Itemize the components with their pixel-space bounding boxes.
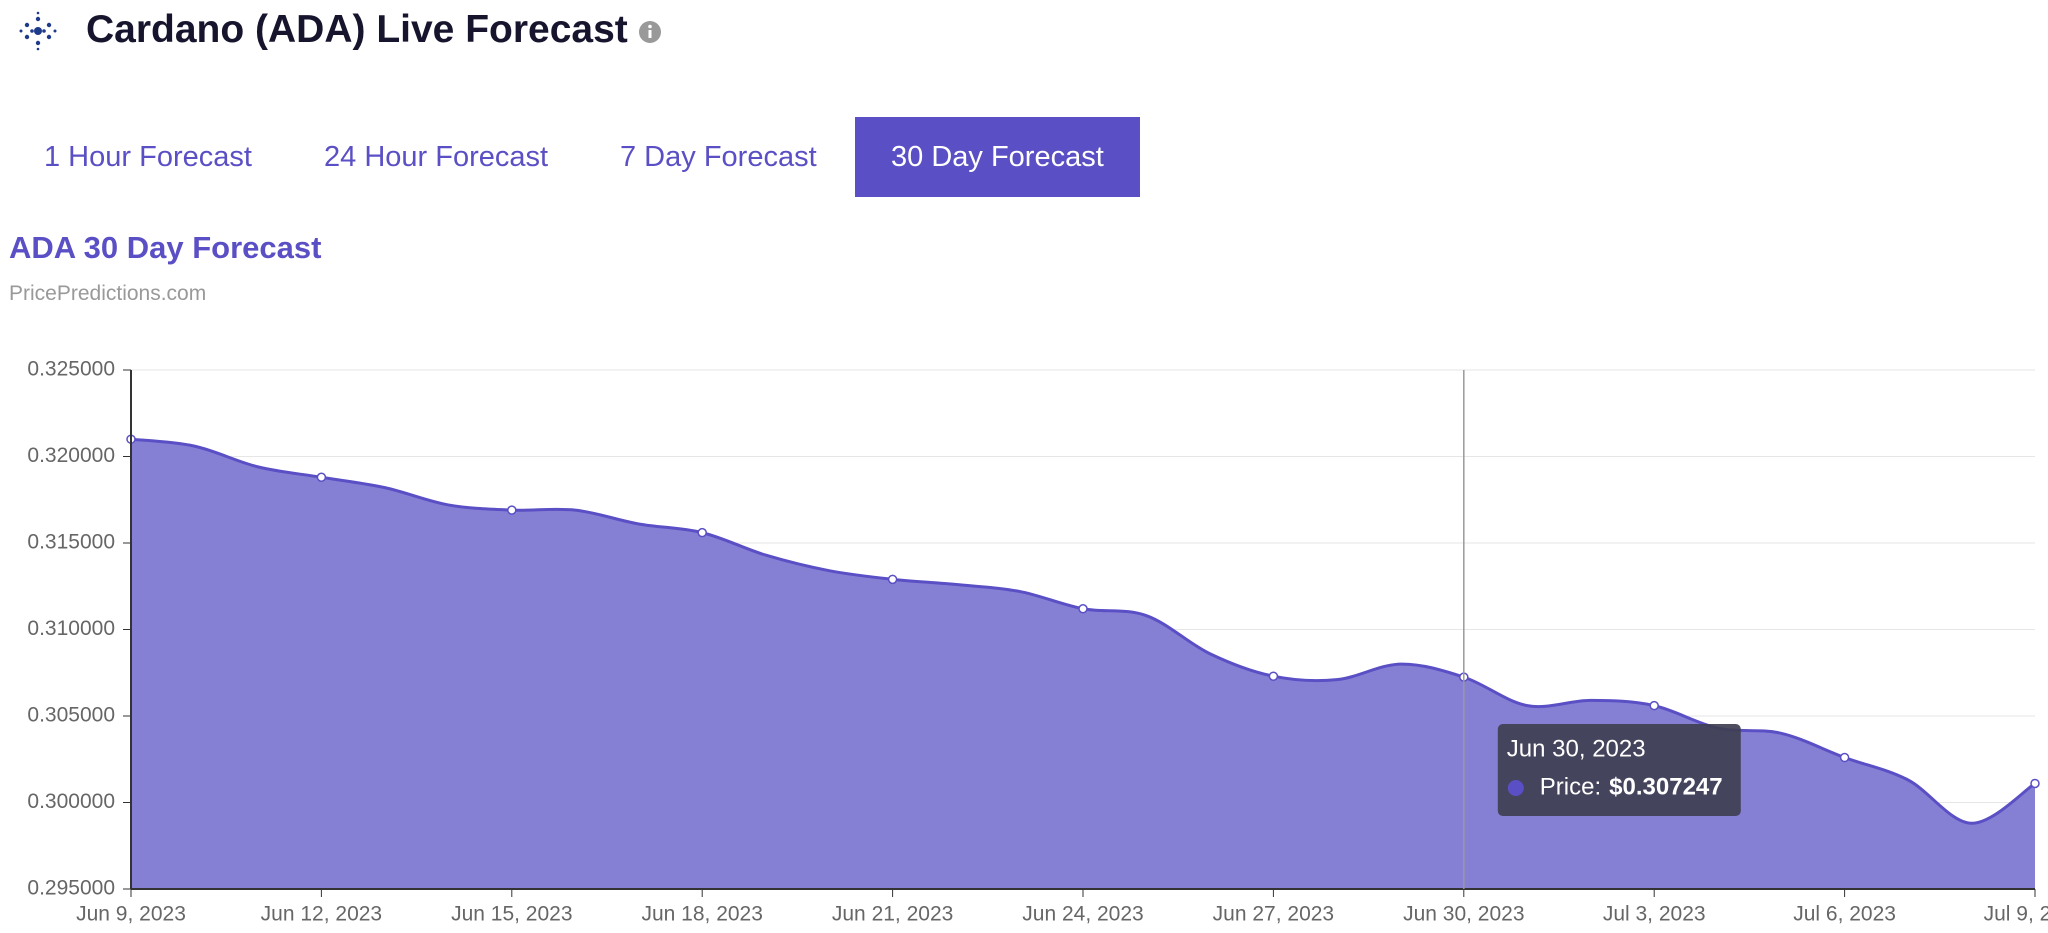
point-marker (126, 434, 136, 444)
x-tick-label: Jun 12, 2023 (261, 903, 382, 926)
chart-title: ADA 30 Day Forecast (9, 230, 322, 265)
logo (19, 11, 57, 51)
point-marker (316, 472, 327, 483)
y-tick-label: 0.320000 (27, 444, 115, 467)
x-tick-label: Jun 18, 2023 (641, 903, 762, 926)
area (131, 439, 2035, 889)
x-tick-label: Jul 6, 2023 (1793, 903, 1896, 926)
y-tick-label: 0.310000 (27, 617, 115, 640)
point-marker (1649, 700, 1659, 711)
x-tick-label: Jun 15, 2023 (451, 903, 572, 926)
forecast-tab[interactable]: 1 Hour Forecast (44, 141, 252, 173)
x-tick-label: Jun 27, 2023 (1213, 903, 1334, 926)
chart-subtitle: PricePredictions.com (9, 282, 207, 305)
tooltip (1497, 724, 1741, 816)
forecast-tab[interactable]: 24 Hour Forecast (324, 141, 549, 173)
point-marker (887, 574, 898, 585)
header: Cardano (ADA) Live Forecast (0, 0, 2048, 70)
y-tick-label: 0.315000 (27, 531, 115, 554)
x-tick-label: Jul 3, 2023 (1603, 903, 1706, 926)
y-tick-label: 0.305000 (27, 704, 115, 727)
point-marker (2030, 778, 2040, 789)
y-tick-label: 0.325000 (27, 358, 115, 381)
tooltip-swatch (1507, 780, 1524, 796)
x-tick-label: Jun 21, 2023 (832, 903, 953, 926)
line (130, 437, 2036, 825)
tooltip-label: Price: (1540, 773, 1601, 800)
point-marker (1839, 752, 1850, 763)
x-tick-label: Jun 9, 2023 (76, 903, 186, 926)
forecast-tab[interactable]: 30 Day Forecast (855, 117, 1140, 197)
x-tick-label: Jul 9, 2023 (1984, 903, 2048, 926)
page-title: Cardano (ADA) Live Forecast (86, 8, 628, 51)
info-icon[interactable] (638, 20, 662, 44)
tooltip-title: Jun 30, 2023 (1507, 735, 1646, 762)
y-tick-label: 0.300000 (27, 790, 115, 813)
point-marker (1268, 671, 1279, 681)
point-marker (697, 527, 707, 538)
x-tick-label: Jun 30, 2023 (1403, 903, 1524, 926)
x-tick-label: Jun 24, 2023 (1022, 903, 1143, 926)
y-tick-label: 0.295000 (27, 877, 115, 900)
point-marker (507, 505, 517, 515)
tooltip-value: $0.307247 (1609, 773, 1722, 800)
point-marker (1078, 603, 1088, 614)
forecast-tab[interactable]: 7 Day Forecast (620, 141, 817, 173)
point-marker (1459, 672, 1469, 682)
